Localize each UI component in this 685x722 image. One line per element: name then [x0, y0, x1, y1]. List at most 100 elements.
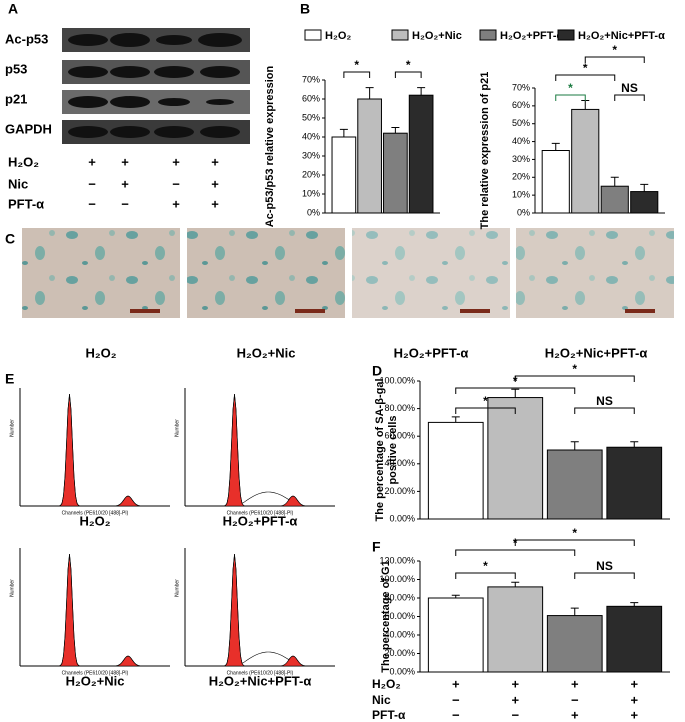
treatment-name: Nic [8, 176, 28, 191]
senescence-images [22, 228, 674, 318]
y-axis-label: positive cells [387, 415, 399, 484]
bar [427, 597, 484, 673]
bar [541, 150, 570, 214]
y-tick-label: 60% [302, 93, 320, 103]
bar [383, 132, 408, 214]
y-tick-label: 50% [302, 112, 320, 122]
y-tick-label: 0.00% [389, 513, 415, 523]
y-tick-label: 100.00% [379, 574, 415, 584]
western-blot [62, 28, 250, 144]
treatment-name: PFT-α [372, 708, 406, 722]
significance-bracket [455, 549, 576, 556]
protein-label: Ac-p53 [5, 31, 48, 46]
bar [546, 449, 603, 520]
treatment-sign: − [88, 196, 96, 211]
y-tick-label: 30% [512, 154, 530, 164]
g1-peak [185, 553, 335, 667]
significance-bracket [514, 539, 635, 546]
error-bar [511, 581, 520, 587]
y-tick-label: 10% [302, 188, 320, 198]
significance-bracket [555, 74, 616, 81]
error-bar [570, 441, 579, 450]
treatment-sign: + [211, 154, 219, 169]
flow-caption: H₂O₂+Nic [66, 673, 125, 688]
legend-label: H₂O₂ [325, 30, 351, 42]
bar [606, 605, 663, 673]
panel-label: A [8, 1, 18, 17]
treatment-sign: + [172, 154, 180, 169]
treatment-sign: + [121, 176, 129, 191]
significance-label: * [354, 58, 359, 72]
significance-bracket [574, 572, 635, 579]
bar [357, 98, 382, 214]
treatment-sign: + [211, 196, 219, 211]
flow-y-label: Number [174, 579, 180, 597]
g1-peak [20, 553, 170, 667]
treatment-sign: − [511, 707, 519, 722]
y-tick-label: 30% [302, 150, 320, 160]
treatment-name: H₂O₂ [8, 154, 39, 169]
error-bar [417, 87, 426, 96]
treatment-name: H₂O₂ [372, 677, 401, 691]
panel-label: E [5, 371, 14, 387]
treatment-sign: + [571, 676, 579, 691]
significance-label: NS [621, 81, 638, 95]
significance-bracket [343, 71, 371, 78]
y-tick-label: 80.00% [384, 403, 415, 413]
error-bar [339, 128, 348, 137]
significance-label: * [483, 394, 488, 408]
y-tick-label: 0% [307, 207, 320, 217]
image-caption: H₂O₂+PFT-α [394, 345, 469, 360]
significance-bracket [584, 56, 645, 63]
error-bar [551, 142, 560, 151]
scale-bar [625, 309, 655, 313]
significance-bracket [614, 94, 645, 101]
significance-label: * [583, 61, 588, 75]
treatment-sign: + [630, 707, 638, 722]
treatment-sign: + [630, 692, 638, 707]
y-tick-label: 100.00% [379, 375, 415, 385]
treatment-sign: + [172, 196, 180, 211]
g1-peak [20, 393, 170, 507]
y-tick-label: 0% [517, 207, 530, 217]
legend-swatch [391, 29, 409, 41]
flow-caption: H₂O₂ [79, 513, 110, 528]
error-bar [511, 388, 520, 398]
scale-bar [295, 309, 325, 313]
y-tick-label: 70% [512, 82, 530, 92]
error-bar [630, 602, 639, 607]
y-tick-label: 20.00% [384, 648, 415, 658]
treatment-sign: + [511, 676, 519, 691]
legend-label: H₂O₂+Nic+PFT-α [578, 30, 665, 42]
panel-label: D [372, 363, 382, 379]
treatment-sign: − [121, 196, 129, 211]
g1-peak [185, 393, 335, 507]
y-tick-label: 20% [512, 172, 530, 182]
protein-label: p53 [5, 61, 27, 76]
flow-caption: H₂O₂+PFT-α [223, 513, 298, 528]
treatment-sign: + [211, 176, 219, 191]
histogram-outline [185, 553, 335, 667]
treatment-sign: + [121, 154, 129, 169]
protein-label: p21 [5, 91, 27, 106]
scale-bar [460, 309, 490, 313]
y-tick-label: 40% [512, 136, 530, 146]
y-tick-label: 20% [302, 169, 320, 179]
y-tick-label: 40.00% [384, 458, 415, 468]
significance-label: NS [596, 394, 613, 408]
error-bar [581, 100, 590, 110]
treatment-sign: + [571, 707, 579, 722]
treatment-sign: − [452, 692, 460, 707]
bar [427, 421, 484, 520]
protein-label: GAPDH [5, 121, 52, 136]
image-caption: H₂O₂+Nic+PFT-α [545, 345, 648, 360]
bar [487, 397, 544, 520]
legend-swatch [557, 29, 575, 41]
treatment-sign: + [630, 676, 638, 691]
treatment-sign: + [452, 676, 460, 691]
flow-y-label: Number [174, 419, 180, 437]
y-tick-label: 60.00% [384, 611, 415, 621]
significance-bracket [455, 572, 516, 579]
bar [606, 446, 663, 520]
